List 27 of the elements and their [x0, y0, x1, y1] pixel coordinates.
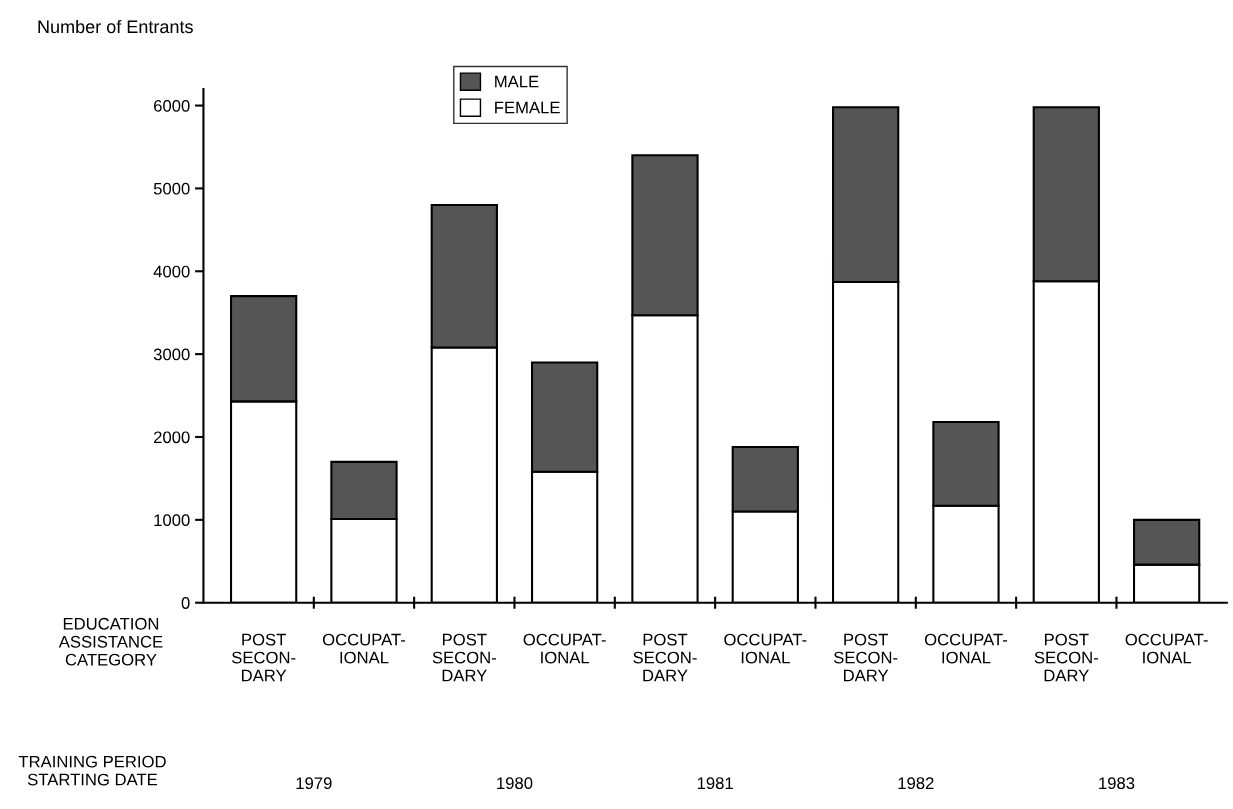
text: TRAINING PERIOD STARTING DATE	[18, 755, 166, 786]
text: 1983	[1099, 777, 1135, 790]
x-tick-label: OCCUPAT- IONAL	[924, 633, 1008, 664]
y-tick-label: 1000	[154, 514, 190, 527]
y-tick-label: 5000	[153, 182, 190, 195]
y-tick-label: 2000	[154, 431, 190, 444]
x-tick-label: OCCUPAT- IONAL	[724, 633, 807, 664]
x-tick-label: POST SECON- DARY	[633, 633, 697, 682]
legend-label: MALE	[495, 75, 539, 88]
x-tick-label: POST SECON- DARY	[231, 633, 296, 682]
y-tick-label: 6000	[154, 99, 190, 112]
y-tick-label: 0	[181, 597, 190, 609]
text: 1980	[497, 777, 533, 790]
text: 1979	[296, 777, 332, 790]
text: EDUCATION ASSISTANCE CATEGORY	[58, 617, 163, 666]
x-tick-label: OCCUPAT- IONAL	[523, 633, 606, 664]
x-tick-label: POST SECON- DARY	[833, 633, 898, 682]
x-tick-label: POST SECON- DARY	[1034, 633, 1098, 682]
x-tick-label: OCCUPAT- IONAL	[1125, 633, 1208, 664]
y-axis-title: Number of Entrants	[38, 19, 193, 34]
text: 1982	[898, 777, 934, 790]
text: 1981	[697, 777, 733, 790]
x-tick-label: POST SECON- DARY	[432, 633, 496, 682]
y-tick-label: 4000	[153, 265, 190, 278]
x-tick-label: OCCUPAT- IONAL	[322, 633, 406, 664]
legend-label: FEMALE	[495, 101, 560, 114]
y-tick-label: 3000	[153, 348, 190, 361]
